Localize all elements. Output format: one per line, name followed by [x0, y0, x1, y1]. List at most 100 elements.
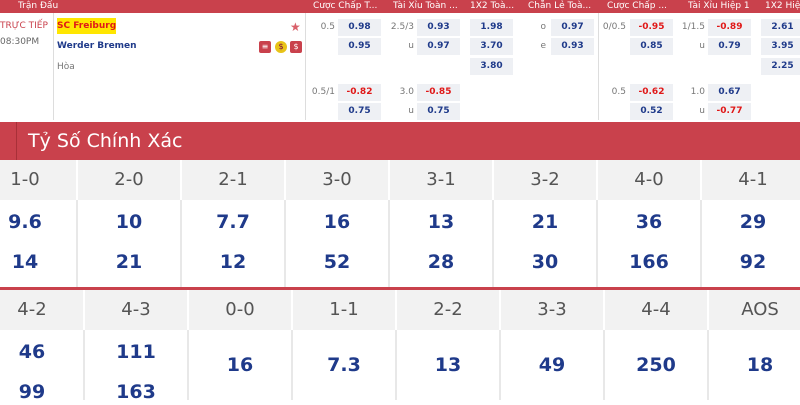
score-odds-value[interactable]: 111 — [116, 341, 156, 363]
odds-cell[interactable]: 0.67 — [708, 84, 751, 101]
score-label: 4-3 — [85, 290, 189, 330]
score-odds-cell[interactable]: 16 — [189, 330, 293, 400]
odds-table: Trận Đấu Cược Chấp T... Tài Xỉu Toàn ...… — [0, 0, 800, 120]
odds-cell[interactable]: -0.85 — [417, 84, 460, 101]
score-odds-value[interactable]: 7.3 — [327, 354, 361, 376]
score-odds-value[interactable]: 46 — [18, 341, 46, 363]
score-odds-value[interactable]: 7.7 — [216, 211, 250, 233]
stats-icon[interactable]: ≡ — [259, 41, 271, 53]
score-odds-value[interactable]: 10 — [115, 211, 143, 233]
score-odds-cell[interactable]: 29 92 — [702, 200, 800, 287]
odds-cell[interactable]: 0.97 — [551, 19, 594, 36]
score-odds-value[interactable]: 99 — [18, 381, 46, 403]
favorite-star-icon[interactable]: ★ — [290, 20, 301, 34]
odds-cell[interactable]: -0.77 — [708, 103, 751, 120]
header-1x2[interactable]: 1X2 Toà... — [470, 1, 515, 11]
score-label: 4-2 — [0, 290, 85, 330]
score-odds-cell[interactable]: 7.7 12 — [182, 200, 286, 287]
ou-line: 2.5/3 — [390, 22, 414, 32]
home-team[interactable]: SC Freiburg — [57, 18, 117, 34]
match-time: 08:30PM — [0, 37, 40, 47]
score-odds-value[interactable]: 16 — [323, 211, 351, 233]
score-row-2: 4-2 46 99 4-3 111 163 0-0 16 1-1 7.3 2-2 13 3-3 49 4-4… — [0, 290, 800, 403]
score-odds-value[interactable]: 13 — [427, 211, 455, 233]
odds-cell[interactable]: 0.93 — [551, 38, 594, 55]
odds-cell[interactable]: 3.80 — [470, 58, 513, 75]
odds-cell[interactable]: 0.97 — [417, 38, 460, 55]
score-odds-cell[interactable]: 16 52 — [286, 200, 390, 287]
score-odds-cell[interactable]: 7.3 — [293, 330, 397, 400]
odds-cell[interactable]: -0.62 — [630, 84, 673, 101]
correct-score-panel: Tỷ Số Chính Xác 1-0 9.6 14 2-0 10 21 2-1 7.7 12 3… — [0, 122, 800, 403]
odds-cell[interactable]: 2.61 — [761, 19, 800, 36]
score-label: 1-1 — [293, 290, 397, 330]
score-odds-value[interactable]: 12 — [219, 251, 247, 273]
score-odds-value[interactable]: 166 — [629, 251, 669, 273]
score-odds-value[interactable]: 29 — [739, 211, 767, 233]
odds-cell[interactable]: 2.25 — [761, 58, 800, 75]
half-ou-line: 1/1.5 — [681, 22, 705, 32]
score-odds-value[interactable]: 92 — [739, 251, 767, 273]
ou-under-label: u — [408, 41, 414, 51]
score-label: 4-0 — [598, 160, 702, 200]
score-odds-value[interactable]: 14 — [11, 251, 39, 273]
score-odds-value[interactable]: 18 — [746, 354, 774, 376]
score-odds-value[interactable]: 21 — [115, 251, 143, 273]
score-label: 3-1 — [390, 160, 494, 200]
header-match[interactable]: Trận Đấu — [18, 1, 59, 11]
score-odds-value[interactable]: 16 — [226, 354, 254, 376]
odds-cell[interactable]: 0.85 — [630, 38, 673, 55]
score-odds-value[interactable]: 250 — [636, 354, 676, 376]
score-odds-cell[interactable]: 9.6 14 — [0, 200, 78, 287]
score-label: 0-0 — [189, 290, 293, 330]
half-under-label: u — [699, 41, 705, 51]
odds-cell[interactable]: 3.70 — [470, 38, 513, 55]
odds-cell[interactable]: -0.89 — [708, 19, 751, 36]
score-odds-cell[interactable]: 111 163 — [85, 330, 189, 403]
odds-cell[interactable]: 0.75 — [338, 103, 381, 120]
score-odds-cell[interactable]: 36 166 — [598, 200, 702, 287]
score-odds-value[interactable]: 36 — [635, 211, 663, 233]
odds-cell[interactable]: 0.93 — [417, 19, 460, 36]
dollar-icon[interactable]: $ — [290, 41, 302, 53]
odds-cell[interactable]: 0.98 — [338, 19, 381, 36]
score-odds-cell[interactable]: 13 — [397, 330, 501, 400]
odds-cell[interactable]: 0.52 — [630, 103, 673, 120]
score-odds-cell[interactable]: 10 21 — [78, 200, 182, 287]
ou-line: 3.0 — [399, 87, 414, 97]
score-odds-value[interactable]: 9.6 — [8, 211, 42, 233]
score-odds-cell[interactable]: 18 — [709, 330, 800, 400]
score-odds-value[interactable]: 49 — [538, 354, 566, 376]
header-half-hdp[interactable]: Cược Chấp ... — [607, 1, 667, 11]
header-hdp[interactable]: Cược Chấp T... — [313, 1, 378, 11]
score-odds-value[interactable]: 163 — [116, 381, 156, 403]
odds-cell[interactable]: 1.98 — [470, 19, 513, 36]
score-odds-cell[interactable]: 13 28 — [390, 200, 494, 287]
header-half-ou[interactable]: Tài Xỉu Hiệp 1 — [688, 1, 750, 11]
score-odds-cell[interactable]: 46 99 — [0, 330, 85, 403]
coin-icon[interactable]: $ — [275, 41, 287, 53]
header-oddeven[interactable]: Chẵn Lẻ Toà... — [528, 1, 592, 11]
header-ou[interactable]: Tài Xỉu Toàn ... — [393, 1, 458, 11]
score-odds-value[interactable]: 52 — [323, 251, 351, 273]
score-odds-value[interactable]: 13 — [434, 354, 462, 376]
odds-cell[interactable]: 3.95 — [761, 38, 800, 55]
score-odds-cell[interactable]: 250 — [605, 330, 709, 400]
score-label: 3-2 — [494, 160, 598, 200]
score-odds-cell[interactable]: 21 30 — [494, 200, 598, 287]
away-team[interactable]: Werder Bremen — [57, 41, 137, 51]
score-odds-value[interactable]: 21 — [531, 211, 559, 233]
header-half-1x2[interactable]: 1X2 Hiệ... — [765, 1, 800, 11]
half-ou-line: 1.0 — [690, 87, 705, 97]
score-odds-cell[interactable]: 49 — [501, 330, 605, 400]
odds-cell[interactable]: 0.95 — [338, 38, 381, 55]
score-label: 2-1 — [182, 160, 286, 200]
odds-cell[interactable]: -0.82 — [338, 84, 381, 101]
odds-cell[interactable]: -0.95 — [630, 19, 673, 36]
score-odds-value[interactable]: 28 — [427, 251, 455, 273]
draw-label: Hòa — [57, 62, 75, 72]
odds-cell[interactable]: 0.79 — [708, 38, 751, 55]
score-odds-value[interactable]: 30 — [531, 251, 559, 273]
odds-cell[interactable]: 0.75 — [417, 103, 460, 120]
live-status: TRỰC TIẾP — [0, 21, 48, 31]
